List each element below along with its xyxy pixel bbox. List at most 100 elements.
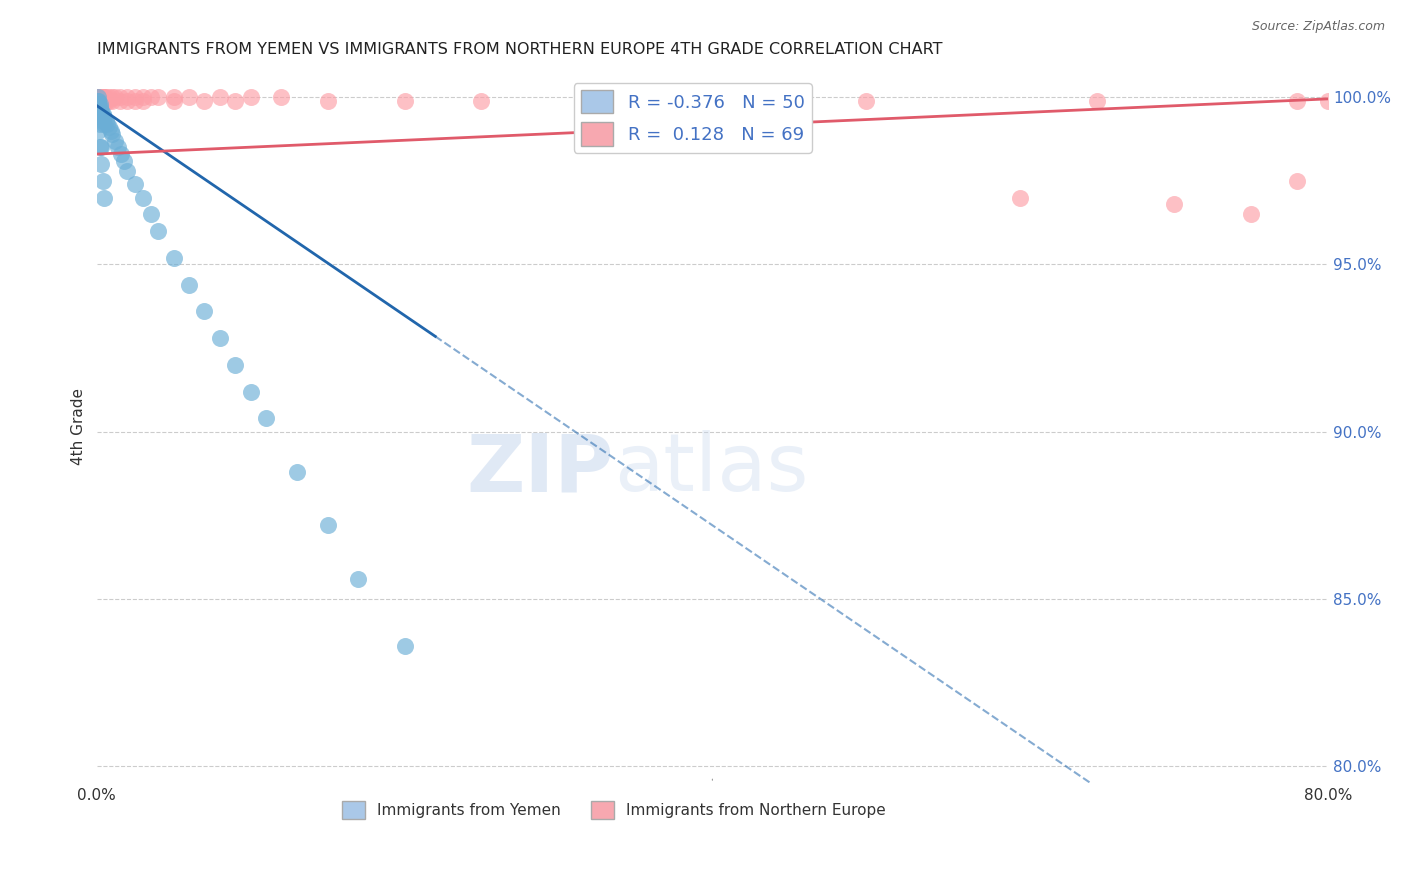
Point [394,639,416,653]
Point [90,103,112,118]
Point [87,90,110,104]
Point [224,94,246,108]
Point [132,90,155,104]
Point [855,94,877,108]
Point [90,110,112,124]
Point [177,277,200,292]
Point [108,94,131,108]
Point [87,90,110,104]
Point [208,331,231,345]
Point [254,411,277,425]
Point [139,90,162,104]
Point [162,94,184,108]
Point [89,94,111,108]
Point [89,90,111,104]
Point [124,90,146,104]
Point [316,94,339,108]
Point [90,90,112,104]
Point [87,90,110,104]
Point [177,90,200,104]
Point [98,94,121,108]
Text: ZIP: ZIP [467,431,614,508]
Point [93,94,115,108]
Point [91,110,114,124]
Point [124,94,146,108]
Point [90,157,112,171]
Point [90,94,112,108]
Point [139,207,162,221]
Point [148,90,170,104]
Point [91,107,114,121]
Point [624,94,647,108]
Point [96,117,118,131]
Point [1163,197,1185,211]
Point [87,90,110,104]
Point [87,90,110,104]
Point [90,90,112,104]
Point [1010,190,1032,204]
Point [1085,94,1108,108]
Point [162,251,184,265]
Point [90,90,112,104]
Point [239,90,262,104]
Text: Source: ZipAtlas.com: Source: ZipAtlas.com [1251,20,1385,33]
Point [98,90,121,104]
Point [239,384,262,399]
Point [107,140,129,154]
Point [148,224,170,238]
Point [93,117,115,131]
Point [89,90,111,104]
Point [101,94,124,108]
Point [87,103,110,118]
Text: atlas: atlas [614,431,808,508]
Point [87,90,110,104]
Point [89,100,111,114]
Point [87,123,110,137]
Point [89,90,111,104]
Point [108,90,131,104]
Point [132,190,155,204]
Point [101,90,124,104]
Point [87,94,110,108]
Point [87,90,110,104]
Point [89,117,111,131]
Point [285,465,308,479]
Point [89,90,111,104]
Point [110,147,132,161]
Legend: Immigrants from Yemen, Immigrants from Northern Europe: Immigrants from Yemen, Immigrants from N… [336,795,893,825]
Point [87,100,110,114]
Point [117,163,139,178]
Point [91,113,114,128]
Point [87,90,110,104]
Point [87,90,110,104]
Point [394,94,416,108]
Point [89,96,111,111]
Point [1317,94,1340,108]
Point [347,572,370,586]
Point [91,90,114,104]
Point [87,90,110,104]
Point [87,90,110,104]
Point [100,123,122,137]
Point [91,94,114,108]
Point [117,90,139,104]
Point [316,518,339,533]
Point [87,90,110,104]
Point [104,134,127,148]
Point [193,304,215,318]
Point [270,90,292,104]
Point [208,90,231,104]
Point [91,174,114,188]
Y-axis label: 4th Grade: 4th Grade [72,388,86,466]
Point [90,140,112,154]
Point [1286,94,1309,108]
Point [93,190,115,204]
Point [94,113,117,128]
Point [117,94,139,108]
Point [91,90,114,104]
Point [224,358,246,372]
Point [87,90,110,104]
Point [94,94,117,108]
Point [162,90,184,104]
Point [104,90,127,104]
